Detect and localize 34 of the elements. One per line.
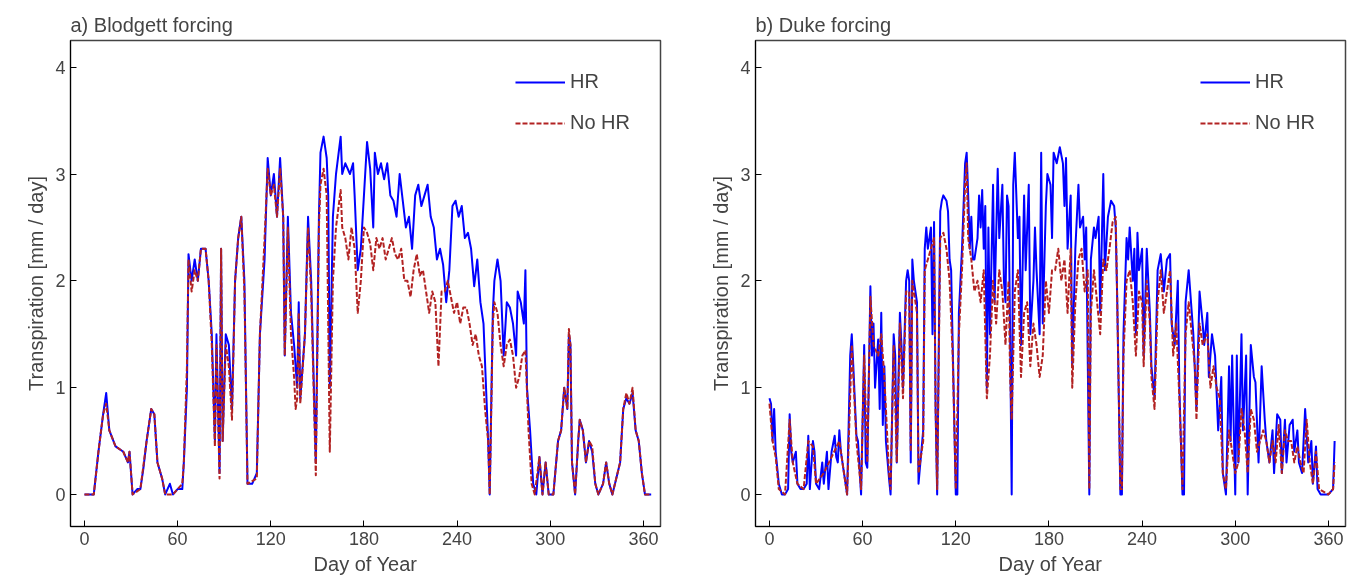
y-tick-label: 1	[55, 378, 66, 399]
y-tick-label: 0	[740, 484, 751, 505]
legend-label: HR	[1254, 70, 1284, 93]
y-tick-label: 1	[740, 378, 751, 399]
legend-label: HR	[569, 70, 599, 93]
x-tick-label: 0	[764, 528, 775, 549]
legend-label: No HR	[1254, 111, 1315, 134]
x-tick-label: 180	[348, 528, 379, 549]
x-tick-label: 300	[535, 528, 566, 549]
x-tick-label: 240	[1127, 528, 1158, 549]
x-tick-label: 0	[79, 528, 90, 549]
x-tick-label: 360	[1313, 528, 1344, 549]
x-tick-label: 60	[852, 528, 873, 549]
y-axis-title: Transpiration [mm / day]	[710, 176, 733, 391]
y-tick-label: 2	[740, 271, 751, 292]
y-tick-label: 3	[740, 164, 751, 185]
y-tick-label: 3	[55, 164, 66, 185]
x-tick-label: 120	[940, 528, 971, 549]
x-tick-label: 360	[628, 528, 659, 549]
x-axis-title: Day of Year	[313, 552, 418, 575]
y-axis-title: Transpiration [mm / day]	[25, 176, 48, 391]
chart-title: a) Blodgett forcing	[70, 13, 233, 36]
y-tick-label: 4	[740, 57, 751, 78]
chart-title: b) Duke forcing	[755, 13, 892, 36]
x-tick-label: 60	[167, 528, 188, 549]
y-tick-label: 4	[55, 57, 66, 78]
x-tick-label: 300	[1220, 528, 1251, 549]
x-axis-title: Day of Year	[998, 552, 1103, 575]
y-tick-label: 2	[55, 271, 66, 292]
x-tick-label: 240	[442, 528, 473, 549]
y-tick-label: 0	[55, 484, 66, 505]
x-tick-label: 180	[1033, 528, 1064, 549]
legend-label: No HR	[569, 111, 630, 134]
x-tick-label: 120	[255, 528, 286, 549]
